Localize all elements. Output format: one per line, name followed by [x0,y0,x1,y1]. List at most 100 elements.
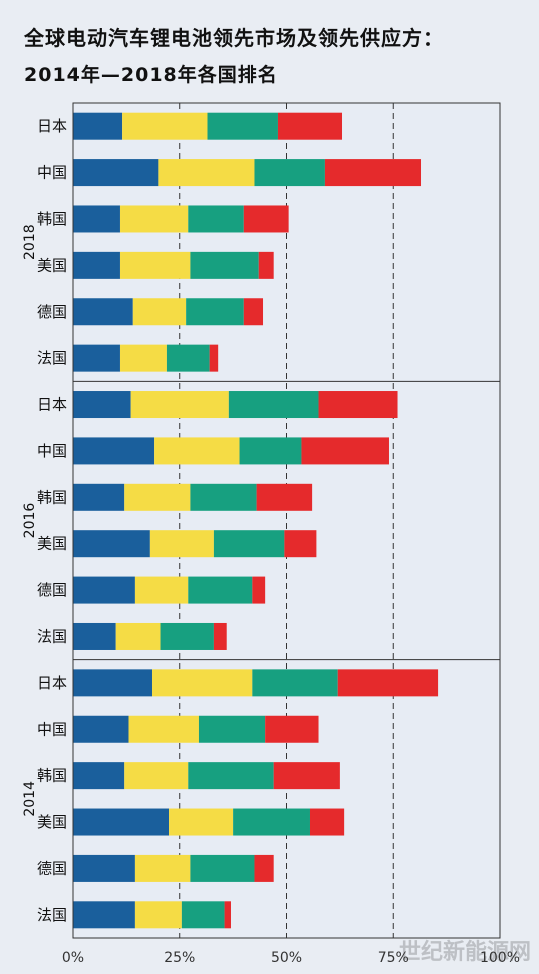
bar-segment [239,437,302,465]
category-label: 日本 [37,117,67,135]
category-label: 日本 [37,674,67,692]
bar-segment [186,298,244,326]
x-tick-label: 100% [480,950,520,966]
category-label: 法国 [37,627,67,645]
bar-segment [190,854,255,882]
year-label: 2016 [22,503,38,539]
bar-segment [73,762,125,790]
bar-segment [243,298,264,326]
x-tick-label: 75% [378,950,409,966]
category-label: 德国 [37,859,67,877]
bar-segment [115,622,161,650]
chart-title: 全球电动汽车锂电池领先市场及领先供应方： [24,26,444,50]
bar-segment [258,251,274,279]
x-tick-label: 50% [271,950,302,966]
bar-segment [73,437,155,465]
bar-segment [277,112,343,140]
category-label: 美国 [37,256,67,274]
bar-segment [188,762,274,790]
bar-segment [73,391,131,419]
bar-segment [188,576,253,604]
bar-segment [209,344,219,372]
bar-segment [188,205,244,233]
source-watermark: 世纪新能源网 [398,940,531,965]
year-label: 2018 [22,224,38,260]
bar-segment [119,205,189,233]
bar-segment [73,901,135,929]
bar-segment [128,715,199,743]
bar-segment [73,715,129,743]
bar-segment [130,391,229,419]
bar-segment [134,576,189,604]
category-label: 美国 [37,535,67,553]
bar-segment [273,762,340,790]
category-label: 德国 [37,303,67,321]
bar-segment [73,112,123,140]
bar-segment [265,715,319,743]
bar-segment [149,530,214,558]
category-label: 美国 [37,813,67,831]
bar-segment [160,622,214,650]
bar-segment [132,298,187,326]
bar-segment [252,669,338,697]
bar-segment [73,251,120,279]
category-label: 德国 [37,581,67,599]
bar-segment [318,391,398,419]
bar-segment [73,205,120,233]
bar-segment [254,854,274,882]
bar-segment [190,483,257,511]
bar-segment [228,391,319,419]
bar-segment [256,483,313,511]
bar-segment [284,530,317,558]
bar-segment [124,762,189,790]
bar-segment [124,483,191,511]
bar-segment [151,669,253,697]
bar-segment [252,576,266,604]
chart-subtitle: 2014年—2018年各国排名 [24,64,278,86]
bar-segment [73,808,170,836]
bar-segment [122,112,208,140]
bar-segment [119,251,191,279]
bar-segment [73,854,135,882]
category-label: 韩国 [37,488,67,506]
bar-segment [154,437,240,465]
plot-frame [72,102,501,939]
category-label: 法国 [37,349,67,367]
bar-segment [158,159,255,187]
bar-segment [213,530,285,558]
bar-segment [73,669,152,697]
bar-segment [254,159,325,187]
bar-segment [73,530,150,558]
category-label: 韩国 [37,210,67,228]
category-label: 法国 [37,906,67,924]
category-label: 日本 [37,396,67,414]
bar-segment [134,854,191,882]
bar-segment [224,901,231,929]
category-label: 韩国 [37,767,67,785]
category-label: 中国 [37,442,67,460]
bar-segment [166,344,210,372]
category-label: 中国 [37,720,67,738]
bar-segment [207,112,278,140]
bar-segment [134,901,182,929]
bar-segment [324,159,422,187]
bar-segment [233,808,310,836]
bar-segment [213,622,227,650]
bar-segment [73,576,135,604]
bar-segment [198,715,266,743]
bar-segment [169,808,234,836]
bar-segment [73,622,116,650]
bar-segment [73,483,125,511]
bar-segment [309,808,345,836]
bar-segment [190,251,259,279]
bar-segment [73,344,120,372]
bar-segment [337,669,439,697]
category-label: 中国 [37,164,67,182]
year-label: 2014 [22,781,38,817]
bar-segment [181,901,225,929]
bar-segment [119,344,167,372]
x-tick-label: 0% [62,950,84,966]
bar-segment [73,159,159,187]
bar-segment [301,437,389,465]
